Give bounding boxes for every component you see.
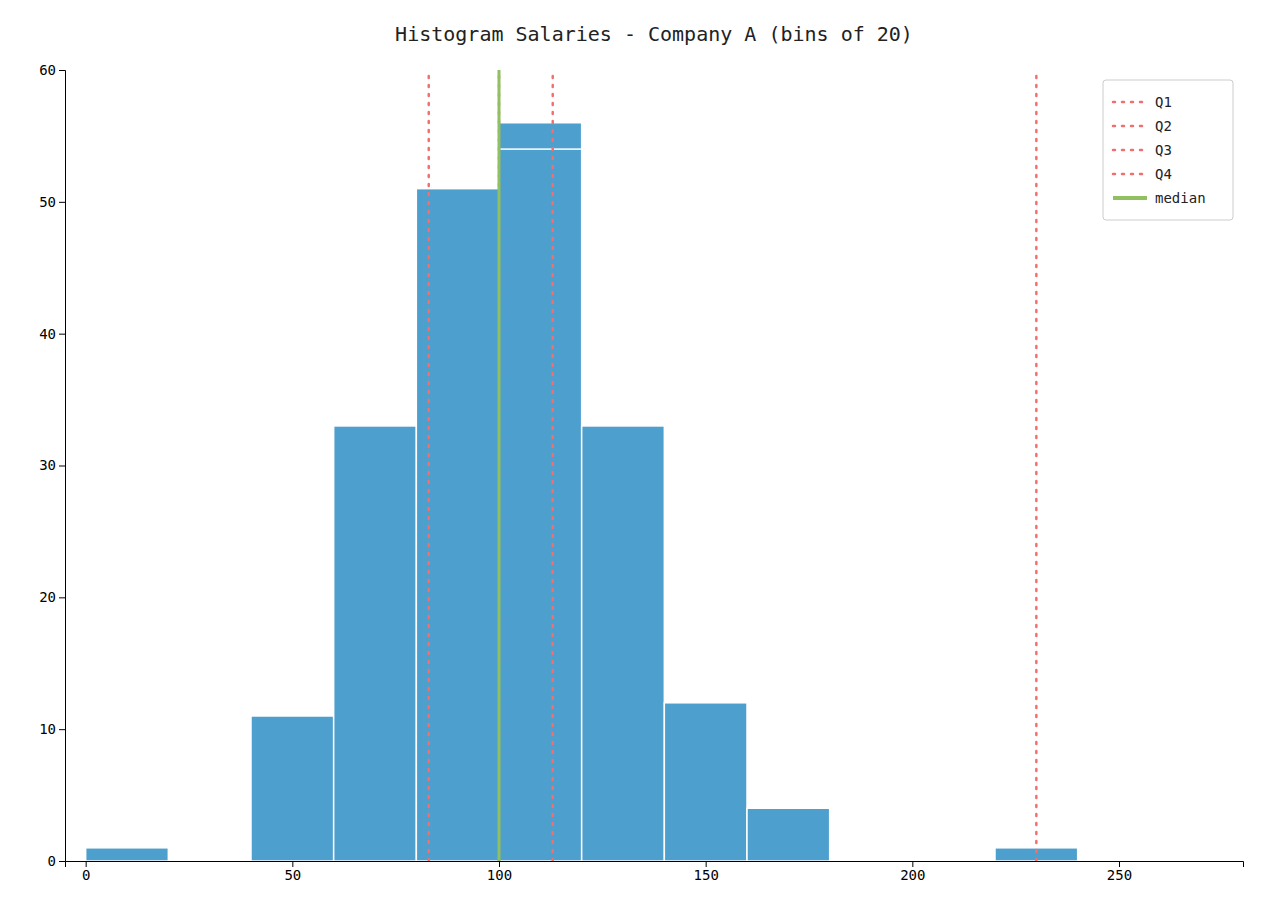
bar — [86, 848, 169, 861]
legend: Q1 Q2 Q3 Q4 median — [1103, 80, 1233, 220]
bar — [582, 426, 665, 861]
tick-mark — [59, 729, 65, 730]
tick: 20 — [39, 589, 65, 605]
legend-swatch — [1113, 149, 1147, 152]
tick-mark — [59, 202, 65, 203]
tick: 50 — [39, 194, 65, 210]
tick: 250 — [1107, 861, 1132, 883]
tick-label: 40 — [39, 326, 56, 342]
legend-swatch — [1113, 101, 1147, 104]
y-axis: 0 10 20 30 40 50 60 — [39, 62, 65, 869]
legend-label: Q1 — [1155, 94, 1172, 110]
reference-line — [427, 70, 430, 861]
axis-line — [66, 862, 1244, 868]
tick-label: 150 — [694, 867, 719, 883]
marks — [86, 70, 1078, 861]
x-axis: 0 50 100 150 200 250 — [66, 861, 1244, 883]
tick-label: 0 — [48, 853, 56, 869]
tick: 200 — [900, 861, 925, 883]
tick-mark — [59, 70, 65, 71]
tick: 30 — [39, 457, 65, 473]
bar — [334, 426, 417, 861]
tick: 150 — [694, 861, 719, 883]
reference-line — [498, 70, 501, 861]
tick: 60 — [39, 62, 65, 78]
tick: 0 — [82, 861, 90, 883]
tick: 100 — [487, 861, 512, 883]
tick-mark — [59, 334, 65, 335]
legend-label: Q4 — [1155, 166, 1172, 182]
bar — [499, 123, 582, 861]
legend-label: Q3 — [1155, 142, 1172, 158]
bar — [664, 703, 747, 861]
legend-label: Q2 — [1155, 118, 1172, 134]
axis-line — [59, 71, 66, 862]
reference-line — [498, 70, 501, 861]
reference-line — [551, 70, 554, 861]
tick-label: 60 — [39, 62, 56, 78]
title: Histogram Salaries - Company A (bins of … — [395, 22, 913, 46]
tick-mark — [59, 597, 65, 598]
tick: 0 — [48, 853, 65, 869]
tick-label: 50 — [39, 194, 56, 210]
bar — [747, 808, 830, 861]
legend-swatch — [1113, 125, 1147, 128]
tick-label: 100 — [487, 867, 512, 883]
tick-label: 200 — [900, 867, 925, 883]
tick: 50 — [284, 861, 301, 883]
reference-line — [1035, 70, 1038, 861]
tick-mark — [59, 861, 65, 862]
legend-swatch — [1113, 196, 1147, 200]
bar — [251, 716, 334, 861]
chart: 0 50 100 150 200 250 0 10 20 30 40 50 60 Q1 Q2 Q3 Q4 medi… — [0, 0, 1283, 911]
tick: 40 — [39, 326, 65, 342]
tick-label: 10 — [39, 721, 56, 737]
bar — [499, 149, 582, 861]
tick-label: 250 — [1107, 867, 1132, 883]
legend-box — [1103, 80, 1233, 220]
tick-label: 30 — [39, 457, 56, 473]
tick-label: 50 — [284, 867, 301, 883]
tick-label: 20 — [39, 589, 56, 605]
tick-label: 0 — [82, 867, 90, 883]
tick: 10 — [39, 721, 65, 737]
plot: 0 50 100 150 200 250 0 10 20 30 40 50 60 Q1 Q2 Q3 Q4 medi… — [39, 62, 1243, 883]
tick-mark — [59, 466, 65, 467]
legend-swatch — [1113, 173, 1147, 176]
legend-label: median — [1155, 190, 1206, 206]
